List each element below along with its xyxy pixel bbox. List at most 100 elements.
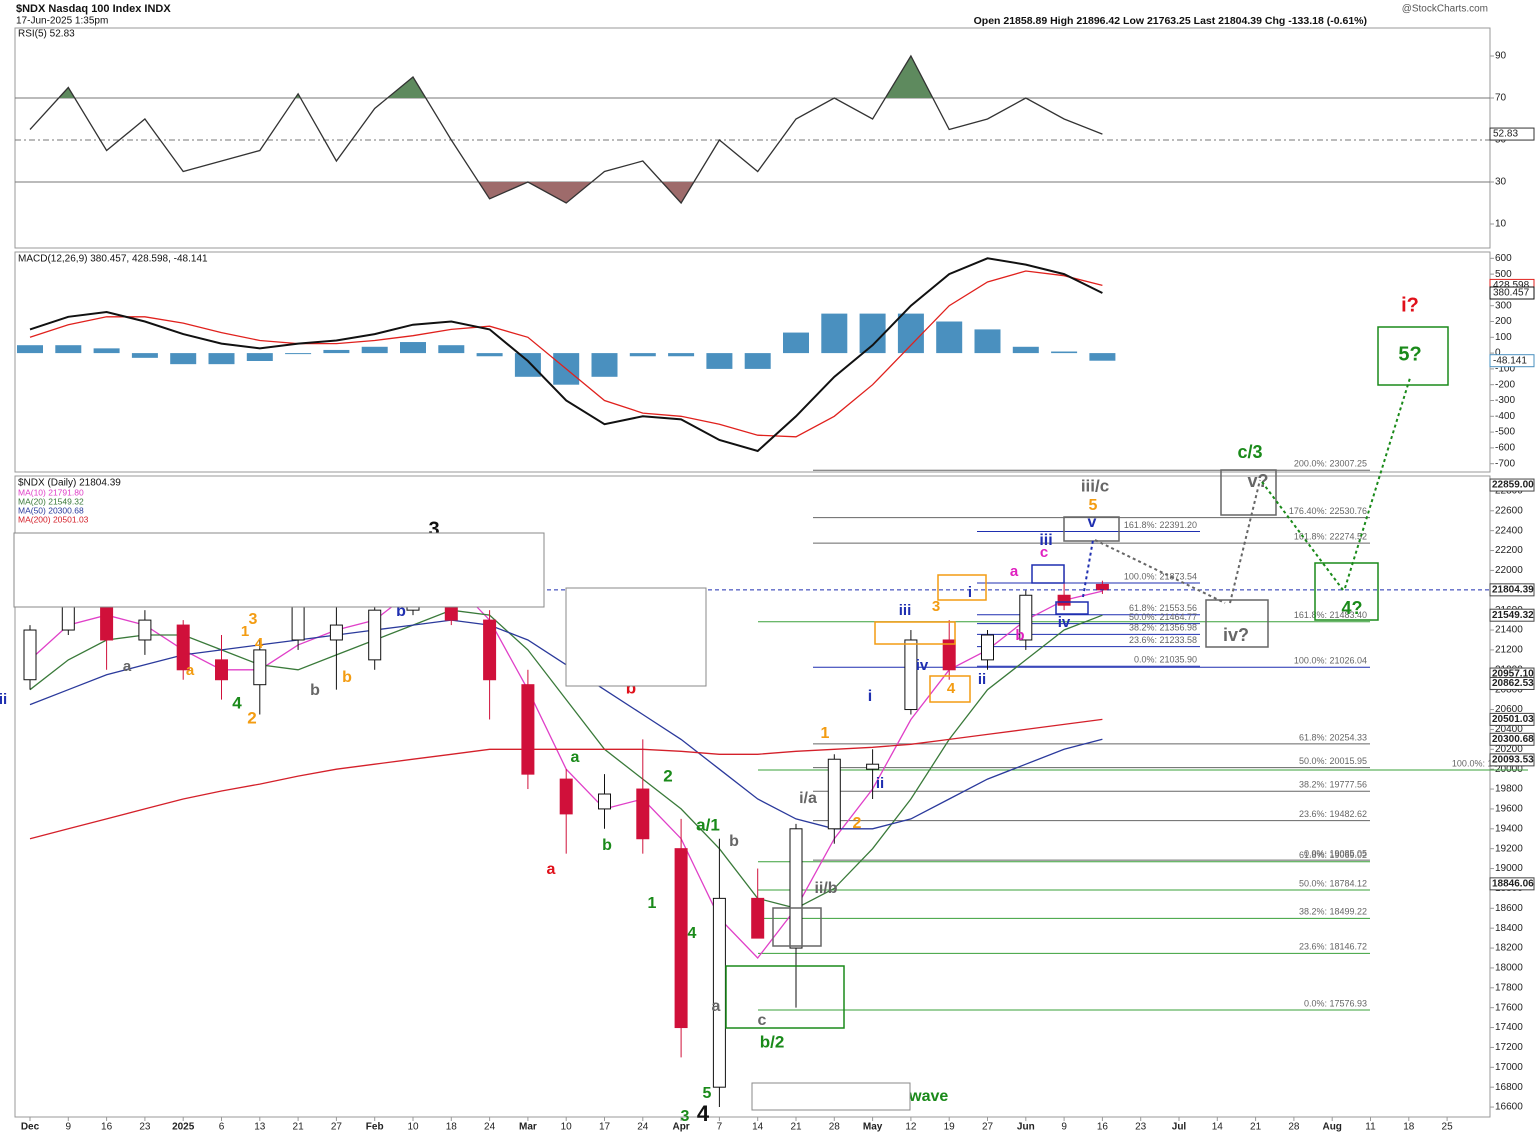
candle-body — [23, 629, 37, 681]
fib-label: 0.0%: 19085.05 — [1304, 848, 1367, 858]
y-tick-label: -500 — [1495, 427, 1515, 438]
histogram-bar — [821, 313, 848, 354]
fib-label: 38.2%: 19777.56 — [1299, 780, 1367, 790]
x-tick-label: 21 — [790, 1122, 802, 1133]
histogram-bar — [208, 353, 235, 365]
x-tick-label: 21 — [293, 1122, 305, 1133]
y-tick-label: -600 — [1495, 443, 1515, 454]
histogram-bar — [744, 353, 771, 369]
wave-label: b — [342, 669, 352, 686]
wave-label: a — [123, 658, 132, 675]
series-line — [29, 270, 1103, 438]
y-tick-label: -200 — [1495, 379, 1515, 390]
x-tick-label: 16 — [1097, 1122, 1109, 1133]
quote: Open 21858.89 High 21896.42 Low 21763.25… — [974, 15, 1367, 27]
fib-label: 161.8%: 22274.52 — [1294, 532, 1367, 542]
fib-label: 176.40%: 22530.76 — [1289, 506, 1367, 516]
fib-label: 0.0%: 17576.93 — [1304, 998, 1367, 1008]
histogram-bar — [1089, 353, 1116, 361]
wave-label: 4 — [255, 635, 264, 652]
y-tick-label: 19200 — [1495, 843, 1523, 854]
price-tag: 20300.68 — [1492, 734, 1534, 745]
candle-body — [751, 897, 765, 939]
candle-body — [521, 684, 535, 775]
legend-entry: MA(20) 21549.32 — [18, 496, 84, 506]
box — [725, 965, 845, 1029]
wave-label: 3 — [428, 518, 439, 540]
candle-body — [598, 793, 611, 810]
x-tick-label: 9 — [66, 1122, 72, 1133]
candle-body — [866, 763, 880, 770]
wave-label: 1 — [241, 623, 249, 640]
wave-label: a — [547, 861, 556, 878]
candle-body — [215, 659, 228, 681]
y-tick-label: 100 — [1495, 332, 1512, 343]
x-tick-label: 25 — [1442, 1122, 1454, 1133]
x-tick-label: Jul — [1172, 1122, 1187, 1133]
x-tick-label: 24 — [637, 1122, 649, 1133]
source: @StockCharts.com — [1402, 4, 1488, 15]
wave-label: 2 — [853, 815, 862, 832]
date: 17-Jun-2025 1:35pm — [16, 16, 108, 27]
histogram-bar — [1051, 351, 1078, 354]
wave-label: 4 — [697, 1101, 710, 1126]
histogram-bar — [974, 329, 1001, 354]
wave-label: 5? — [1398, 343, 1421, 365]
candle-body — [176, 624, 190, 671]
candle-body — [1095, 583, 1109, 591]
wave-label: 1 — [648, 895, 657, 912]
wave-label: 4? — [1341, 598, 1362, 618]
note-box — [751, 1082, 911, 1111]
histogram-bar — [859, 313, 886, 354]
y-tick-label: 200 — [1495, 316, 1512, 327]
histogram-bar — [438, 345, 465, 354]
series-line — [29, 54, 1103, 205]
legend-entry: MA(10) 21791.80 — [18, 487, 84, 497]
y-tick-label: 22000 — [1495, 565, 1523, 576]
y-tick-label: 20200 — [1495, 744, 1523, 755]
histogram-bar — [1012, 346, 1039, 354]
fib-label: 38.2%: 21356.98 — [1129, 623, 1197, 633]
y-tick-label: 20000 — [1495, 764, 1523, 775]
x-tick-label: Aug — [1322, 1122, 1341, 1133]
fib-label: 23.6%: 21233.58 — [1129, 635, 1197, 645]
wave-label: b — [310, 682, 320, 699]
wave-label: i? — [1401, 294, 1419, 316]
wave-label: iv — [916, 657, 929, 674]
x-tick-label: 17 — [599, 1122, 611, 1133]
candle-body — [827, 758, 841, 830]
x-tick-label: 28 — [829, 1122, 841, 1133]
histogram-bar — [170, 353, 197, 365]
wave-label: c — [1040, 544, 1048, 561]
wave-label: b/2 — [760, 1032, 785, 1051]
fib-label: 0.0%: 21035.90 — [1134, 655, 1197, 665]
symbol: $NDX Nasdaq 100 Index INDX — [16, 3, 171, 15]
histogram-bar — [361, 346, 388, 354]
wave-label: b — [602, 837, 612, 854]
histogram-bar — [668, 353, 695, 357]
wave-label: b — [626, 678, 636, 697]
y-tick-label: 600 — [1495, 253, 1512, 264]
price-tag-box — [1489, 478, 1535, 492]
price-panel — [14, 475, 1491, 1118]
arrow — [1094, 539, 1226, 604]
y-tick-label: 19600 — [1495, 804, 1523, 815]
y-tick-label: 17200 — [1495, 1042, 1523, 1053]
x-tick-label: 14 — [752, 1122, 764, 1133]
candle-body — [904, 639, 918, 711]
arrow — [1344, 377, 1411, 589]
price-tag-box — [1489, 583, 1535, 597]
y-tick-label: 500 — [1495, 269, 1512, 280]
histogram-bar — [17, 345, 43, 354]
box — [937, 574, 987, 601]
y-tick-label: 17600 — [1495, 1002, 1523, 1013]
fib-label: 100.0%: 21026.04 — [1294, 656, 1367, 666]
y-tick-label: 22200 — [1495, 545, 1523, 556]
wave-label: 2 — [663, 766, 672, 785]
value-tag: 428.598 — [1493, 280, 1530, 291]
wave-label: a — [1010, 563, 1019, 580]
x-tick-label: 2025 — [172, 1122, 195, 1133]
x-tick-label: May — [863, 1122, 883, 1133]
histogram-bar — [706, 353, 733, 369]
